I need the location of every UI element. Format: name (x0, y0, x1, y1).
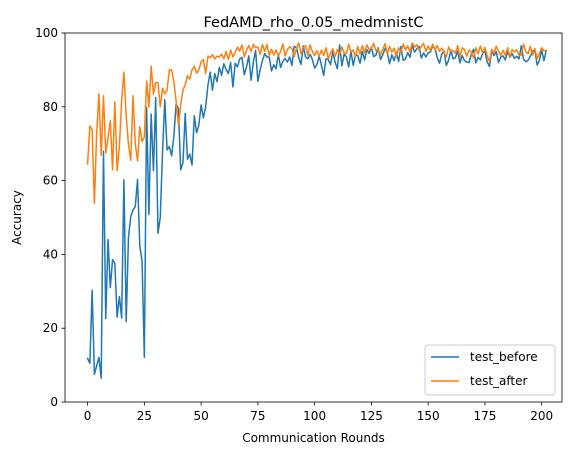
x-tick-label: 175 (473, 409, 496, 423)
y-tick-label: 100 (35, 26, 58, 40)
x-tick-label: 125 (360, 409, 383, 423)
chart-title: FedAMD_rho_0.05_medmnistC (203, 15, 423, 31)
plot-area (86, 42, 548, 380)
y-tick-label: 20 (43, 321, 58, 335)
series-line-test-after (86, 42, 548, 205)
x-tick-label: 100 (303, 409, 326, 423)
x-tick-label: 75 (250, 409, 265, 423)
x-tick-label: 50 (193, 409, 208, 423)
series-line-test-before (86, 44, 548, 380)
x-axis-title: Communication Rounds (242, 431, 385, 445)
y-tick-label: 0 (50, 395, 58, 409)
x-tick-label: 25 (137, 409, 152, 423)
y-tick-label: 60 (43, 174, 58, 188)
y-axis-title: Accuracy (10, 190, 24, 245)
y-axis-ticks: 0 20 40 60 80 100 (35, 26, 65, 409)
legend: test_before test_after (424, 344, 556, 396)
x-axis-ticks: 0 25 50 75 100 125 150 175 200 (84, 402, 553, 423)
x-tick-label: 150 (417, 409, 440, 423)
legend-label-test-before: test_before (470, 350, 538, 364)
y-tick-label: 80 (43, 100, 58, 114)
legend-label-test-after: test_after (470, 374, 528, 388)
x-tick-label: 200 (530, 409, 553, 423)
plot-frame (64, 32, 563, 403)
x-tick-label: 0 (84, 409, 92, 423)
y-tick-label: 40 (43, 247, 58, 261)
